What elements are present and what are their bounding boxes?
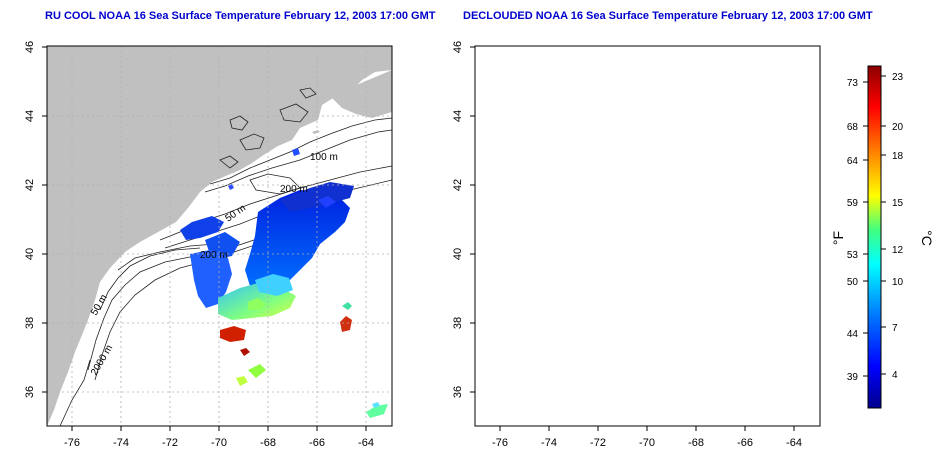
nova-scotia-land <box>330 70 392 118</box>
colorbar-f-label: 53 <box>847 250 859 261</box>
x-tick-label: -68 <box>260 437 276 449</box>
island-sable <box>312 130 320 134</box>
depth-label-200m-south: 200 m <box>200 250 228 261</box>
colorbar-f-label: 50 <box>847 277 859 288</box>
right-tick-marks <box>470 46 795 431</box>
left-map-content: 100 m 200 m 50 m 200 m 50 m 2000 m <box>47 46 392 426</box>
x-tick-label: -72 <box>162 437 178 449</box>
x-tick-label: -74 <box>541 437 557 449</box>
colorbar-c-label: 12 <box>892 245 904 256</box>
colorbar-f-label: 64 <box>847 156 859 167</box>
colorbar-f-label: 59 <box>847 198 859 209</box>
grid-lines <box>47 46 392 426</box>
colorbar-ticks <box>863 75 886 377</box>
y-tick-label: 46 <box>452 41 464 53</box>
x-tick-label: -70 <box>211 437 227 449</box>
colorbar-f-label: 39 <box>847 372 859 383</box>
colorbar-c-label: 20 <box>892 122 904 133</box>
y-tick-label: 40 <box>452 248 464 260</box>
x-tick-label: -64 <box>786 437 802 449</box>
x-tick-label: -64 <box>358 437 374 449</box>
right-panel-title: DECLOUDED NOAA 16 Sea Surface Temperatur… <box>463 10 873 22</box>
x-tick-label: -68 <box>688 437 704 449</box>
colorbar-f-label: 68 <box>847 122 859 133</box>
y-tick-label: 46 <box>24 41 36 53</box>
colorbar-f-label: 44 <box>847 329 859 340</box>
y-tick-label: 42 <box>452 179 464 191</box>
y-tick-label: 38 <box>24 317 36 329</box>
y-tick-label: 40 <box>24 248 36 260</box>
colorbar-c-label: 15 <box>892 198 904 209</box>
x-tick-label: -66 <box>737 437 753 449</box>
y-tick-label: 42 <box>24 179 36 191</box>
right-y-tick-labels: 46 44 42 40 38 36 <box>452 41 464 398</box>
y-tick-label: 44 <box>452 110 464 122</box>
left-y-tick-labels: 46 44 42 40 38 36 <box>24 41 36 398</box>
fahrenheit-axis-label: °F <box>830 231 846 245</box>
y-tick-label: 38 <box>452 317 464 329</box>
colorbar-c-label: 10 <box>892 277 904 288</box>
celsius-axis-label: °C <box>919 230 935 246</box>
y-tick-label: 36 <box>452 386 464 398</box>
x-tick-label: -66 <box>309 437 325 449</box>
colorbar-c-label: 7 <box>892 323 898 334</box>
right-x-tick-labels: -76 -74 -72 -70 -68 -66 -64 <box>492 437 802 449</box>
x-tick-label: -70 <box>639 437 655 449</box>
x-tick-label: -76 <box>64 437 80 449</box>
colorbar-gradient <box>867 65 882 409</box>
depth-label-100m: 100 m <box>310 152 338 163</box>
left-tick-marks <box>42 46 367 431</box>
colorbar-c-label: 23 <box>892 72 904 83</box>
y-tick-label: 36 <box>24 386 36 398</box>
depth-label-200m-north: 200 m <box>280 184 308 195</box>
colorbar-f-label: 73 <box>847 78 859 89</box>
left-panel-title: RU COOL NOAA 16 Sea Surface Temperature … <box>45 10 436 22</box>
colorbar-c-label: 18 <box>892 151 904 162</box>
colorbar-c-label: 4 <box>892 370 898 381</box>
fahrenheit-tick-labels: 73 68 64 59 53 50 44 39 <box>847 78 859 383</box>
celsius-tick-labels: 23 20 18 15 12 10 7 4 <box>892 72 904 381</box>
y-tick-label: 44 <box>24 110 36 122</box>
left-x-tick-labels: -76 -74 -72 -70 -68 -66 -64 <box>64 437 374 449</box>
x-tick-label: -72 <box>590 437 606 449</box>
x-tick-label: -76 <box>492 437 508 449</box>
land-mass <box>47 46 392 426</box>
sst-data-patches <box>180 148 388 418</box>
x-tick-label: -74 <box>113 437 129 449</box>
